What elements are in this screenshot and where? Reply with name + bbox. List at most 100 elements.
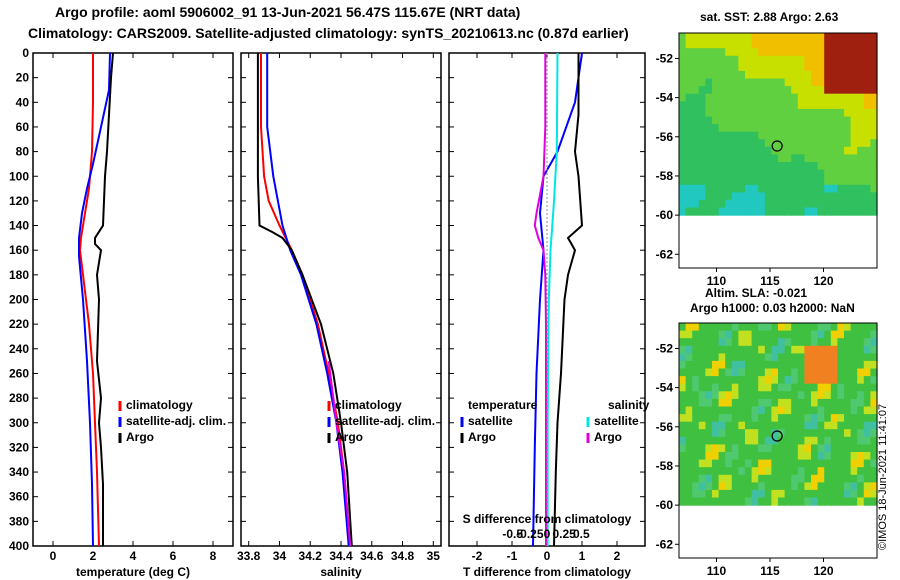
sst-map-cell [698,184,706,193]
sst-map-cell [685,86,693,95]
sst-map-cell [870,93,878,102]
sla-map-cell [679,391,687,400]
sla-map-cell [725,414,733,423]
sst-map-cell [824,139,832,148]
sst-map-cell [778,131,786,140]
sla-map-cell [778,323,786,332]
sst-map-cell [685,70,693,80]
sst-map-cell [698,177,706,186]
sst-map-cell [811,199,819,209]
sst-map-cell [830,131,838,140]
sst-map-cell [817,131,825,140]
sst-map-cell [705,177,713,186]
sla-map-cell [811,338,819,347]
sla-map-cell [804,459,812,468]
sla-map-cell [811,459,819,468]
sla-map-cell [817,330,825,339]
sst-map-cell [824,101,832,110]
sla-map-cell [731,376,739,385]
sst-map-cell [685,131,693,140]
sst-map-cell [857,33,865,42]
sla-map-cell [692,429,700,438]
sla-map-cell [685,330,693,339]
sla-map-cell [791,406,799,415]
sla-map-cell [764,376,772,385]
sla-map-cell [797,406,805,415]
sla-map-cell [692,459,700,468]
sst-map-cell [863,131,871,140]
sst-map-cell [817,146,825,155]
sla-map-cell [731,406,739,415]
sst-lon-label: 110 [707,274,727,288]
y-tick-label: 160 [9,243,29,257]
sla-map-cell [791,474,799,483]
sla-map-cell [751,323,759,332]
sst-map-cell [863,199,871,209]
sla-map-cell [830,467,838,476]
sla-map-cell [844,489,852,499]
sst-map-cell [791,101,799,110]
sla-map-cell [771,497,779,506]
sla-map-cell [804,452,812,461]
sst-map-cell [811,177,819,186]
sst-map-cell [705,154,713,163]
sst-map-cell [863,70,871,80]
sst-map-cell [751,48,759,57]
sla-map-cell [824,436,832,445]
sst-map-cell [837,139,845,148]
sst-map-cell [751,169,759,178]
sla-map-cell [731,368,739,377]
sst-map-cell [771,55,779,64]
sla-map-title-line2: Argo h1000: 0.03 h2000: NaN [690,301,855,315]
sla-map-cell [725,353,733,362]
sla-map-cell [679,376,687,385]
sla-map-cell [811,421,819,430]
sst-map-cell [725,131,733,140]
sla-map-cell [804,497,812,506]
sla-map-cell [712,414,720,423]
sla-map-cell [791,368,799,377]
sla-map-cell [764,368,772,377]
sla-map-cell [778,345,786,354]
sst-map-cell [758,146,766,155]
sst-map-cell [758,33,766,42]
sst-map-cell [870,78,878,87]
sla-map-cell [830,330,838,339]
sst-map-cell [725,55,733,64]
sla-map-cell [791,429,799,438]
sst-map-cell [731,116,739,125]
sla-map-cell [844,398,852,408]
sst-map-cell [685,184,693,193]
sla-map-cell [830,391,838,400]
sst-map-cell [797,146,805,155]
sla-map-cell [718,368,726,377]
sst-map-cell [837,177,845,186]
series-line-argo [256,53,353,547]
sst-map-cell [745,70,753,80]
sla-map-cell [791,398,799,408]
sst-map-cell [698,146,706,155]
sst-lat-label: -56 [656,130,674,144]
sla-map-cell [824,338,832,347]
sla-map-cell [751,429,759,438]
sla-map-cell [764,467,772,476]
sla-map-cell [863,383,871,392]
sst-map-cell [771,63,779,72]
sla-map-cell [824,467,832,476]
x-tick-label: 34 [273,549,287,563]
sla-map-cell [771,398,779,408]
sst-map-cell [698,192,706,201]
sst-map-cell [731,108,739,118]
sst-map-cell [811,131,819,140]
sst-map-cell [685,169,693,178]
sla-map-cell [758,383,766,392]
sst-map-cell [751,33,759,42]
sst-map-cell [850,55,858,64]
sst-map-cell [804,154,812,163]
sst-map-cell [857,207,865,216]
sla-map-cell [698,353,706,362]
sst-map-cell [764,55,772,64]
sst-map-cell [679,86,687,95]
sla-map-cell [705,376,713,385]
sst-map-cell [797,93,805,102]
